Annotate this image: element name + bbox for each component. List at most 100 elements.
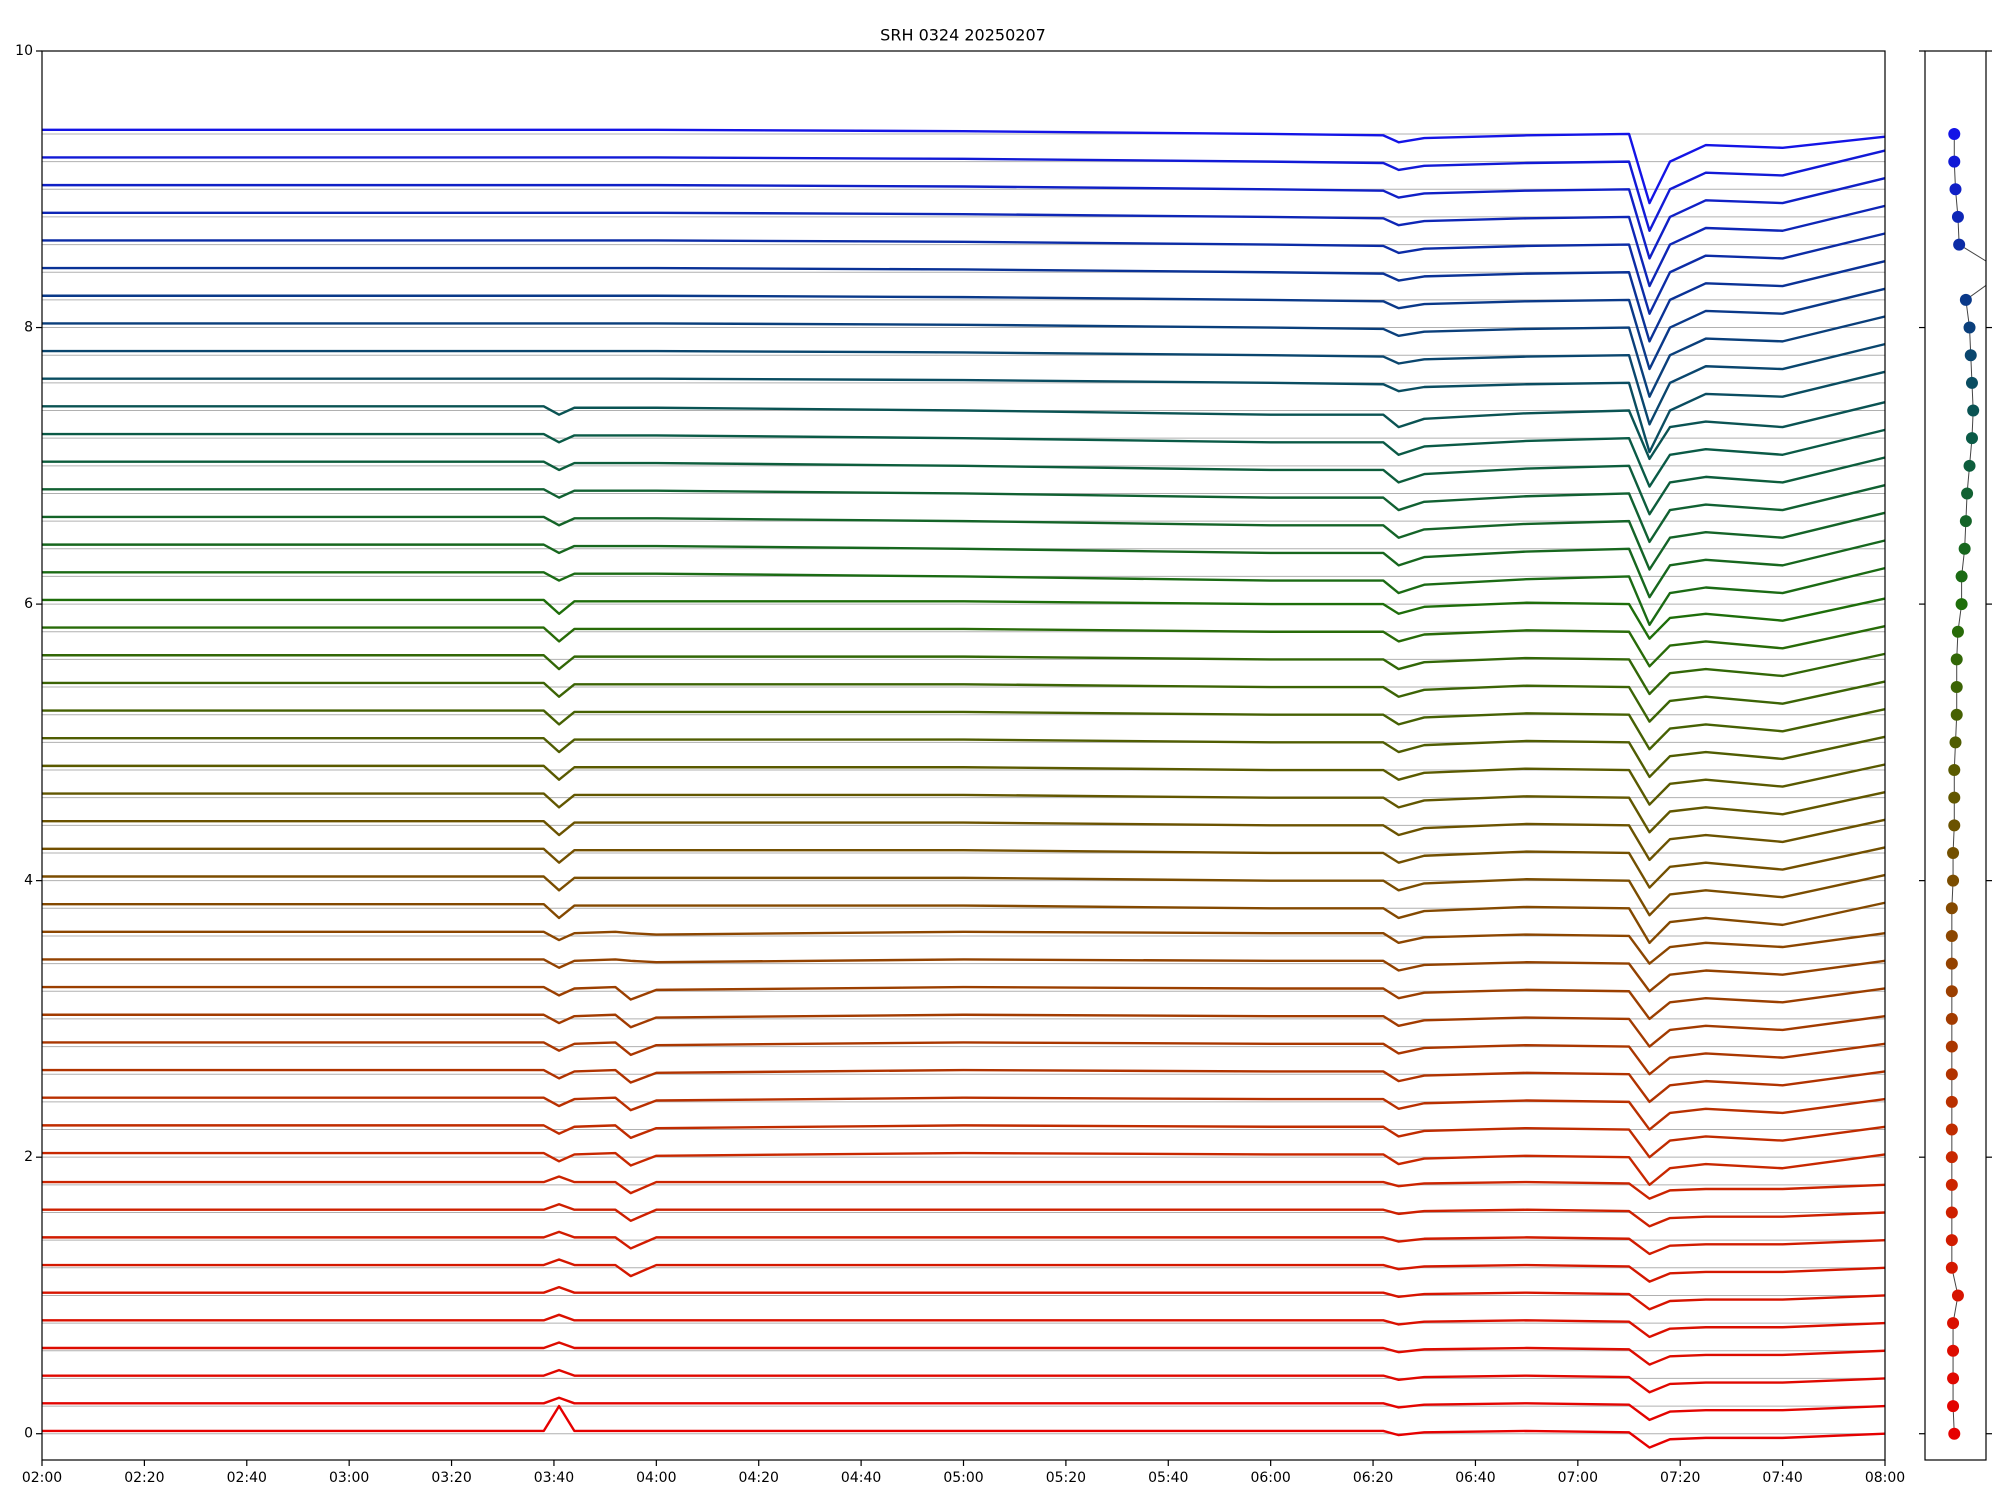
trace-line [42,539,1886,599]
y-tick-label: 4 [24,873,33,889]
panel-dot [1955,570,1968,583]
panel-dot [1945,1261,1958,1274]
panel-dot [1949,736,1962,749]
trace-line [42,652,1886,696]
trace-line [42,1096,1886,1131]
trace-line [42,342,1886,426]
panel-dot [1948,1427,1961,1440]
trace-line [42,315,1886,398]
trace-line [42,818,1886,862]
trace-line [42,1151,1886,1187]
y-tick-label: 0 [24,1426,33,1442]
x-tick-label: 06:40 [1455,1470,1495,1486]
panel-dot [1948,791,1961,804]
trace-line [42,1013,1886,1048]
trace-line [42,456,1886,516]
panel-group [1945,127,1986,1440]
x-tick-label: 08:00 [1865,1470,1905,1486]
panel-dot [1945,1068,1958,1081]
trace-line [42,1368,1886,1394]
trace-line [42,1041,1886,1076]
x-tick-label: 02:40 [227,1470,267,1486]
y-tick-label: 6 [24,596,33,612]
panel-dot [1947,874,1960,887]
panel-dot [1948,764,1961,777]
panel-dot [1951,210,1964,223]
panel-dot [1965,432,1978,445]
x-tick-label: 07:20 [1660,1470,1700,1486]
trace-line [42,930,1886,965]
x-tick-label: 05:40 [1148,1470,1188,1486]
x-tick-label: 03:40 [534,1470,574,1486]
trace-line [42,1258,1886,1283]
panel-dot [1947,1372,1960,1385]
trace-line [42,370,1886,454]
panel-dot [1964,349,1977,362]
x-tick-label: 04:00 [636,1470,676,1486]
trace-line [42,1313,1886,1339]
chart-title: SRH 0324 20250207 [880,26,1046,45]
trace-line [42,401,1886,461]
panel-dot [1945,1095,1958,1108]
trace-line [42,625,1886,668]
trace-line [42,958,1886,993]
trace-line [42,735,1886,779]
trace-line [42,149,1886,232]
trace-line [42,597,1886,640]
panel-dot [1963,321,1976,334]
trace-line [42,287,1886,371]
trace-line [42,566,1886,627]
panel-dot [1945,1012,1958,1025]
panel-dot [1958,542,1971,555]
panel-dot [1953,238,1966,251]
trace-line [42,1203,1886,1228]
trace-line [42,1396,1886,1422]
y-tick-label: 10 [15,43,33,59]
trace-line [42,985,1886,1021]
trace-line [42,901,1886,945]
panel-dot [1950,708,1963,721]
trace-line [42,511,1886,571]
panel-dot [1945,957,1958,970]
y-tick-label: 8 [24,320,33,336]
trace-line [42,1404,1886,1449]
trace-line [42,1341,1886,1366]
panel-dot [1945,1123,1958,1136]
panel-frame [1924,50,1987,1461]
panel-dot [1947,1400,1960,1413]
trace-line [42,1230,1886,1256]
x-tick-label: 02:20 [124,1470,164,1486]
panel-dot [1963,459,1976,472]
trace-line [42,232,1886,315]
panel-dot [1945,1151,1958,1164]
x-tick-label: 07:40 [1762,1470,1802,1486]
trace-line [42,846,1886,889]
panel-dot [1959,293,1972,306]
panel-dot [1967,404,1980,417]
x-tick-label: 05:20 [1046,1470,1086,1486]
trace-line [42,763,1886,806]
panel-dot [1945,1178,1958,1191]
panel-dot [1948,127,1961,140]
panel-dot [1945,902,1958,915]
x-tick-label: 05:00 [943,1470,983,1486]
trace-line [42,128,1886,205]
trace-line [42,177,1886,260]
panel-dot [1950,653,1963,666]
trace-line [42,1285,1886,1311]
panel-dot [1947,846,1960,859]
x-tick-label: 03:00 [329,1470,369,1486]
panel-dot [1947,1344,1960,1357]
panel-dot [1948,155,1961,168]
trace-line [42,1175,1886,1200]
panel-dot [1945,1206,1958,1219]
x-tick-label: 04:40 [841,1470,881,1486]
trace-line [42,260,1886,343]
panel-dot [1945,1234,1958,1247]
trace-line [42,484,1886,544]
panel-dot [1945,929,1958,942]
x-tick-label: 07:00 [1558,1470,1598,1486]
